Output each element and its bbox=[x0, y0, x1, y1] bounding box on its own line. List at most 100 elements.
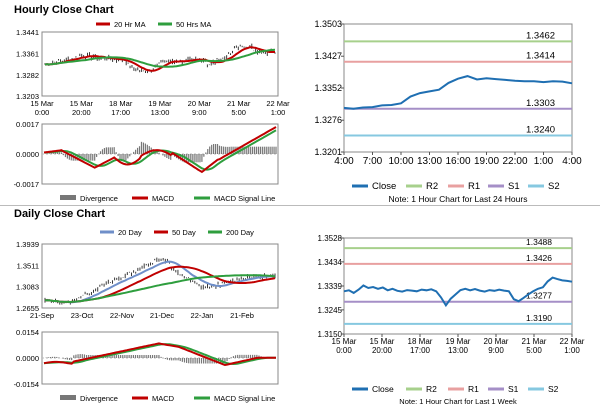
legend-label: MACD Signal Line bbox=[214, 394, 275, 403]
x-tick-label: 15 Mar bbox=[332, 337, 357, 346]
moving-average-line bbox=[44, 274, 276, 304]
x-tick-label: 22 Mar bbox=[266, 99, 290, 108]
y-tick-label: -0.0154 bbox=[14, 380, 39, 389]
x-tick-label: 21-Sep bbox=[30, 311, 54, 320]
x-tick-label: 21 Mar bbox=[522, 337, 547, 346]
legend-label-s1: S1 bbox=[508, 384, 519, 394]
x-tick-label: 0:00 bbox=[336, 346, 352, 355]
x-tick-label: 15 Mar bbox=[30, 99, 54, 108]
x-tick-label: 15 Mar bbox=[70, 99, 94, 108]
x-tick-label: 23-Oct bbox=[71, 311, 94, 320]
close-series-line bbox=[343, 276, 573, 308]
y-tick-label: 1.3276 bbox=[314, 115, 342, 125]
plot-frame bbox=[343, 237, 573, 335]
y-tick-label: 1.2655 bbox=[16, 304, 39, 313]
x-tick-label: 21-Dec bbox=[150, 311, 174, 320]
legend-label: MACD Signal Line bbox=[214, 194, 275, 203]
y-tick-label: -0.0017 bbox=[14, 180, 39, 189]
level-label-r1: 1.3414 bbox=[526, 51, 555, 62]
legend-label-r1: R1 bbox=[468, 384, 479, 394]
hourly-macd-chart: 0.0017 0.0000 -0.0017 Divergence MACD MACD Si… bbox=[14, 120, 279, 203]
x-tick-label: 22-Jan bbox=[191, 311, 214, 320]
y-tick-label: 1.3528 bbox=[318, 234, 343, 243]
lastweek-pivot-chart: 1.3528 1.3434 1.3339 1.3245 1.3150 1.3488 1.34… bbox=[318, 234, 585, 406]
y-tick-label: 1.3203 bbox=[16, 92, 39, 101]
close-series-line bbox=[343, 75, 573, 110]
legend-label-close: Close bbox=[372, 384, 394, 394]
y-tick-label: 0.0154 bbox=[16, 328, 39, 337]
x-tick-label: 0:00 bbox=[35, 108, 50, 116]
level-label-r2: 1.3488 bbox=[526, 237, 552, 247]
legend-swatch bbox=[60, 195, 76, 200]
y-tick-label: 1.3434 bbox=[318, 258, 343, 267]
level-label-r2: 1.3462 bbox=[526, 30, 555, 41]
chart-note: Note: 1 Hour Chart for Last 1 Week bbox=[399, 397, 517, 406]
legend-label: 50 Day bbox=[172, 228, 196, 237]
x-tick-label: 13:00 bbox=[151, 108, 170, 116]
x-tick-label: 4:00 bbox=[562, 156, 582, 167]
x-tick-label: 1:00 bbox=[534, 156, 554, 167]
legend-label: 20 Hr MA bbox=[114, 20, 146, 29]
x-tick-label: 15 Mar bbox=[370, 337, 395, 346]
y-tick-label: 0.0000 bbox=[16, 354, 39, 363]
level-label-r1: 1.3426 bbox=[526, 253, 552, 263]
hourly-price-chart: 20 Hr MA 50 Hrs MA 1.3441 1.3361 1.3282 1.320… bbox=[16, 20, 290, 116]
hourly-section-title: Hourly Close Chart bbox=[14, 4, 114, 16]
x-tick-label: 19 Mar bbox=[446, 337, 471, 346]
plot-frame bbox=[41, 31, 279, 97]
x-tick-label: 17:00 bbox=[410, 346, 431, 355]
legend-label: Divergence bbox=[80, 394, 118, 403]
x-tick-label: 9:00 bbox=[192, 108, 207, 116]
y-tick-label: 1.3503 bbox=[314, 19, 342, 29]
y-tick-label: 1.3361 bbox=[16, 50, 39, 59]
x-tick-label: 16:00 bbox=[445, 156, 470, 167]
x-tick-label: 5:00 bbox=[526, 346, 542, 355]
legend-label-r2: R2 bbox=[426, 384, 437, 394]
legend-label-r2: R2 bbox=[426, 181, 438, 192]
legend-label: Divergence bbox=[80, 194, 118, 203]
x-tick-label: 18 Mar bbox=[408, 337, 433, 346]
x-tick-label: 9:00 bbox=[488, 346, 504, 355]
legend-label-s2: S2 bbox=[548, 181, 560, 192]
x-tick-label: 22:00 bbox=[502, 156, 527, 167]
legend-label: 50 Hrs MA bbox=[176, 20, 211, 29]
daily-price-chart: 20 Day 50 Day 200 Day 1.3939 1.3511 1.3083 1.2… bbox=[16, 228, 279, 320]
x-tick-label: 17:00 bbox=[111, 108, 130, 116]
x-tick-label: 22-Nov bbox=[110, 311, 134, 320]
x-tick-label: 18 Mar bbox=[109, 99, 133, 108]
x-tick-label: 13:00 bbox=[417, 156, 442, 167]
y-tick-label: 1.3352 bbox=[314, 83, 342, 93]
legend-swatch bbox=[60, 395, 76, 400]
legend-label-r1: R1 bbox=[468, 181, 480, 192]
x-tick-label: 1:00 bbox=[271, 108, 286, 116]
y-tick-label: 1.3939 bbox=[16, 240, 39, 249]
y-tick-label: 0.0000 bbox=[16, 150, 39, 159]
x-tick-label: 19:00 bbox=[474, 156, 499, 167]
x-tick-label: 22 Mar bbox=[560, 337, 585, 346]
moving-average-line bbox=[44, 46, 275, 72]
x-tick-label: 5:00 bbox=[231, 108, 246, 116]
x-tick-label: 20:00 bbox=[372, 346, 393, 355]
y-tick-label: 1.3282 bbox=[16, 71, 39, 80]
last24-pivot-chart: 1.3503 1.3427 1.3352 1.3276 1.3201 1.3462 1.34… bbox=[314, 19, 582, 204]
legend-label-s1: S1 bbox=[508, 181, 520, 192]
x-tick-label: 20:00 bbox=[72, 108, 91, 116]
legend-label: MACD bbox=[152, 194, 175, 203]
legend-label: MACD bbox=[152, 394, 175, 403]
moving-average-line bbox=[44, 48, 276, 68]
y-tick-label: 1.3511 bbox=[17, 261, 39, 270]
section-divider bbox=[0, 205, 600, 206]
y-tick-label: 1.3150 bbox=[318, 330, 343, 339]
daily-macd-chart: 0.0154 0.0000 -0.0154 Divergence MACD MACD Si… bbox=[14, 328, 279, 403]
x-tick-label: 20 Mar bbox=[188, 99, 212, 108]
level-label-s2: 1.3190 bbox=[526, 313, 552, 323]
level-label-s1: 1.3303 bbox=[526, 98, 555, 109]
macd-line bbox=[43, 126, 277, 174]
legend-label-s2: S2 bbox=[548, 384, 559, 394]
x-tick-label: 10:00 bbox=[388, 156, 413, 167]
legend-label: 20 Day bbox=[118, 228, 142, 237]
y-tick-label: 1.3441 bbox=[16, 28, 39, 37]
y-tick-label: 1.3201 bbox=[314, 147, 342, 157]
y-tick-label: 1.3339 bbox=[318, 282, 343, 291]
x-tick-label: 21-Feb bbox=[230, 311, 254, 320]
